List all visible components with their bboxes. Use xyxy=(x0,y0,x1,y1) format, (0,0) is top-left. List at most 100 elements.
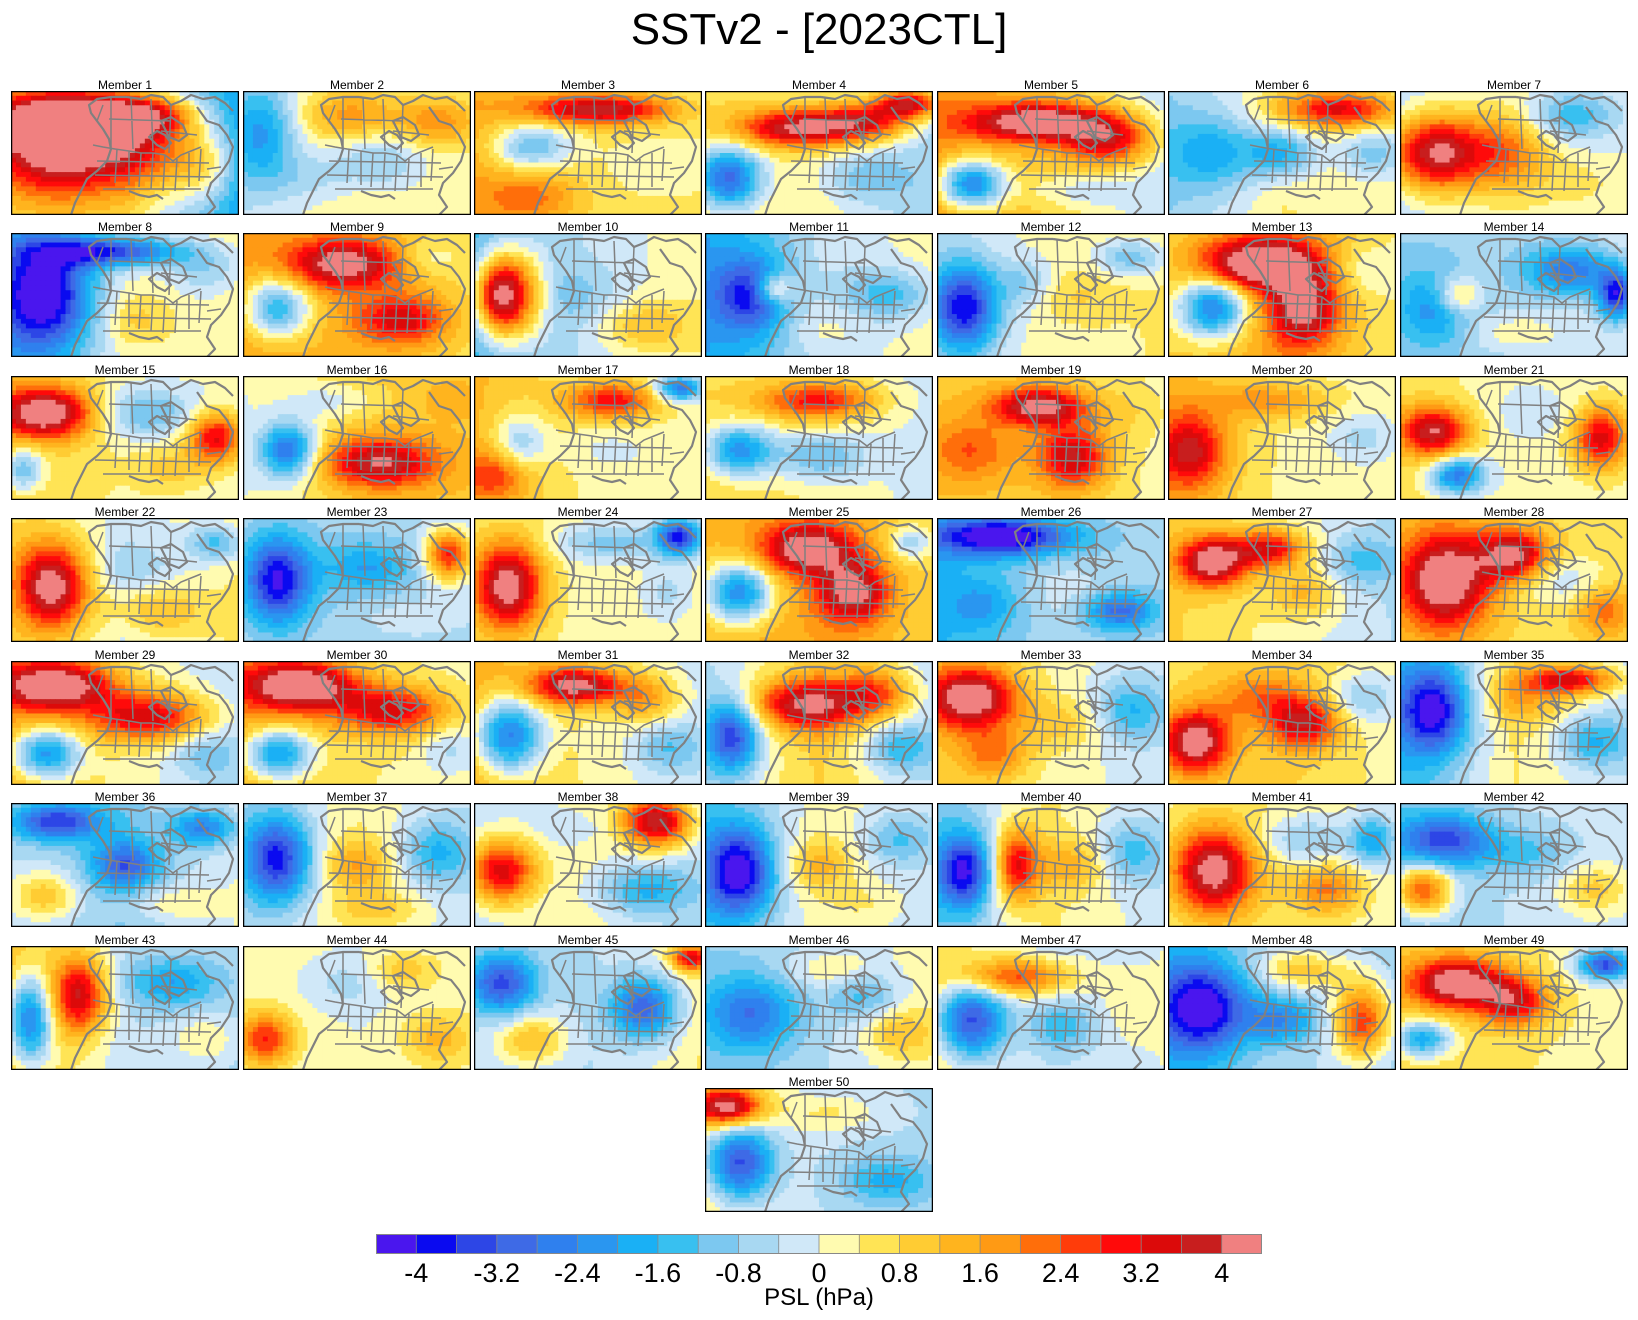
member-panel-title: Member 35 xyxy=(1400,648,1628,662)
psl-anomaly-map xyxy=(1168,91,1396,215)
psl-anomaly-field xyxy=(1400,91,1628,215)
member-panel: Member 42 xyxy=(1400,790,1628,927)
member-panel: Member 33 xyxy=(937,648,1165,785)
psl-anomaly-map xyxy=(937,661,1165,785)
member-panel-title: Member 12 xyxy=(937,220,1165,234)
psl-anomaly-field xyxy=(1168,91,1396,215)
psl-anomaly-field xyxy=(705,661,933,785)
psl-anomaly-map xyxy=(705,1088,933,1212)
member-panel: Member 28 xyxy=(1400,505,1628,642)
psl-anomaly-map xyxy=(1400,91,1628,215)
psl-anomaly-map xyxy=(11,91,239,215)
psl-anomaly-field xyxy=(474,661,702,785)
member-panel-title: Member 41 xyxy=(1168,790,1396,804)
psl-anomaly-field xyxy=(705,1088,933,1212)
psl-anomaly-map xyxy=(243,376,471,500)
psl-anomaly-map xyxy=(1400,803,1628,927)
psl-anomaly-map xyxy=(11,946,239,1070)
psl-anomaly-field xyxy=(11,946,239,1070)
member-panel-title: Member 19 xyxy=(937,363,1165,377)
member-panel: Member 49 xyxy=(1400,933,1628,1070)
member-panel-title: Member 14 xyxy=(1400,220,1628,234)
psl-anomaly-field xyxy=(1168,803,1396,927)
psl-anomaly-map xyxy=(474,946,702,1070)
member-panel-title: Member 42 xyxy=(1400,790,1628,804)
psl-anomaly-map xyxy=(705,233,933,357)
psl-anomaly-field xyxy=(1400,803,1628,927)
psl-anomaly-map xyxy=(243,518,471,642)
member-panel-title: Member 13 xyxy=(1168,220,1396,234)
member-panel-title: Member 18 xyxy=(705,363,933,377)
psl-anomaly-map xyxy=(937,803,1165,927)
psl-anomaly-map xyxy=(937,946,1165,1070)
colorbar-swatch xyxy=(618,1234,659,1254)
member-panel: Member 31 xyxy=(474,648,702,785)
member-panel: Member 40 xyxy=(937,790,1165,927)
member-panel: Member 19 xyxy=(937,363,1165,500)
psl-anomaly-field xyxy=(1400,661,1628,785)
psl-anomaly-field xyxy=(937,233,1165,357)
psl-anomaly-field xyxy=(243,233,471,357)
colorbar-swatch xyxy=(980,1234,1021,1254)
psl-anomaly-map xyxy=(705,661,933,785)
member-panel: Member 30 xyxy=(243,648,471,785)
psl-anomaly-field xyxy=(243,518,471,642)
colorbar-swatch xyxy=(900,1234,941,1254)
figure-title: SSTv2 - [2023CTL] xyxy=(0,4,1638,56)
psl-anomaly-field xyxy=(937,803,1165,927)
psl-anomaly-field xyxy=(705,803,933,927)
psl-anomaly-map xyxy=(11,233,239,357)
psl-anomaly-map xyxy=(937,91,1165,215)
member-panel: Member 36 xyxy=(11,790,239,927)
psl-anomaly-map xyxy=(243,803,471,927)
member-panel-title: Member 49 xyxy=(1400,933,1628,947)
member-panel-title: Member 17 xyxy=(474,363,702,377)
member-panel-title: Member 2 xyxy=(243,78,471,92)
psl-anomaly-map xyxy=(243,233,471,357)
psl-anomaly-field xyxy=(243,946,471,1070)
member-panel-title: Member 39 xyxy=(705,790,933,804)
member-panel-title: Member 43 xyxy=(11,933,239,947)
member-panel: Member 9 xyxy=(243,220,471,357)
member-panel-title: Member 34 xyxy=(1168,648,1396,662)
member-panel-title: Member 50 xyxy=(705,1075,933,1089)
member-panel-title: Member 21 xyxy=(1400,363,1628,377)
colorbar-swatch xyxy=(497,1234,538,1254)
psl-anomaly-map xyxy=(1400,233,1628,357)
member-panel-title: Member 8 xyxy=(11,220,239,234)
member-panel-title: Member 9 xyxy=(243,220,471,234)
psl-anomaly-field xyxy=(474,518,702,642)
colorbar-swatch xyxy=(819,1234,860,1254)
colorbar-swatch xyxy=(1061,1234,1102,1254)
member-panel-title: Member 23 xyxy=(243,505,471,519)
psl-anomaly-map xyxy=(474,803,702,927)
psl-anomaly-field xyxy=(474,803,702,927)
psl-anomaly-field xyxy=(937,946,1165,1070)
psl-anomaly-map xyxy=(705,91,933,215)
psl-anomaly-map xyxy=(1168,376,1396,500)
psl-anomaly-field xyxy=(1168,661,1396,785)
colorbar-swatch xyxy=(1181,1234,1222,1254)
member-panel: Member 13 xyxy=(1168,220,1396,357)
psl-anomaly-field xyxy=(937,376,1165,500)
psl-anomaly-field xyxy=(243,803,471,927)
member-panel-title: Member 48 xyxy=(1168,933,1396,947)
member-panel-title: Member 38 xyxy=(474,790,702,804)
psl-anomaly-field xyxy=(937,91,1165,215)
colorbar-swatch xyxy=(698,1234,739,1254)
member-panel-title: Member 37 xyxy=(243,790,471,804)
member-panel-title: Member 30 xyxy=(243,648,471,662)
psl-anomaly-field xyxy=(11,518,239,642)
psl-anomaly-field xyxy=(1400,946,1628,1070)
member-panel: Member 16 xyxy=(243,363,471,500)
member-panel-title: Member 7 xyxy=(1400,78,1628,92)
psl-anomaly-map xyxy=(1400,518,1628,642)
member-panel: Member 23 xyxy=(243,505,471,642)
psl-anomaly-field xyxy=(11,91,239,215)
psl-anomaly-map xyxy=(474,518,702,642)
member-panel: Member 10 xyxy=(474,220,702,357)
psl-anomaly-field xyxy=(243,376,471,500)
psl-anomaly-map xyxy=(1168,233,1396,357)
member-panel: Member 27 xyxy=(1168,505,1396,642)
member-panel: Member 41 xyxy=(1168,790,1396,927)
